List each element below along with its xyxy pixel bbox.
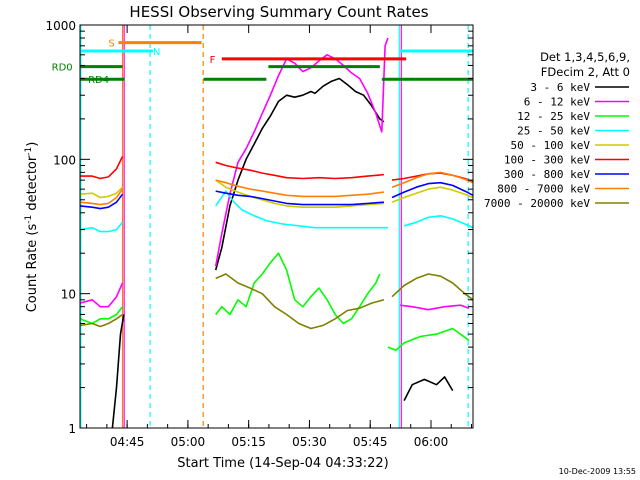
legend-label-7: 800 - 7000 keV — [497, 183, 590, 196]
series-line-7-segment-0 — [79, 188, 124, 206]
x-tick-label-5: 06:00 — [414, 435, 449, 449]
legend-label-8: 7000 - 20000 keV — [484, 197, 590, 210]
series-line-1-segment-0 — [79, 282, 124, 308]
y-tick-label-0: 1 — [68, 422, 76, 436]
series-line-6-segment-2 — [391, 181, 474, 199]
series-line-5-segment-0 — [80, 156, 124, 180]
series-line-1-segment-1 — [214, 37, 389, 267]
series-line-4-segment-0 — [79, 186, 124, 199]
footer-timestamp: 10-Dec-2009 13:55 — [559, 467, 636, 476]
series-line-1-segment-2 — [400, 304, 470, 311]
series-line-6-segment-1 — [215, 190, 384, 206]
flag-bars: S N F RD0 RD4 — [52, 39, 473, 86]
series-line-8-segment-0 — [79, 313, 123, 328]
series-line-7-segment-1 — [215, 179, 385, 198]
y-axis-label: Count Rate (s-1 detector-1) — [24, 142, 40, 313]
flag-label-n: N — [153, 47, 160, 58]
plot-area — [79, 25, 474, 429]
series-line-3-segment-1 — [215, 190, 388, 229]
x-tick-label-0: 04:45 — [110, 435, 145, 449]
series-line-5-segment-1 — [215, 161, 384, 180]
legend-label-0: 3 - 6 keV — [530, 81, 590, 94]
y-tick-label-3: 1000 — [45, 19, 76, 33]
y-tick-label-2: 100 — [53, 153, 76, 167]
series-line-8-segment-1 — [215, 273, 385, 330]
series-line-6-segment-0 — [79, 193, 124, 210]
x-tick-label-4: 05:45 — [353, 435, 388, 449]
series-line-4-segment-2 — [391, 186, 474, 203]
x-axis-label: Start Time (14-Sep-04 04:33:22) — [177, 456, 388, 471]
legend-header-line-1: Det 1,3,4,5,6,9, — [540, 50, 630, 64]
series-line-2-segment-1 — [215, 252, 381, 325]
legend-label-4: 50 - 100 keV — [511, 139, 591, 152]
x-tick-label-2: 05:15 — [231, 435, 266, 449]
legend-label-2: 12 - 25 keV — [517, 110, 590, 123]
series-line-2-segment-2 — [387, 327, 470, 351]
series-line-8-segment-2 — [391, 273, 474, 301]
series-line-0-segment-2 — [403, 376, 454, 401]
x-tick-label-1: 05:00 — [171, 435, 206, 449]
series-line-2-segment-0 — [79, 306, 124, 325]
series-line-0-segment-1 — [214, 77, 385, 271]
x-axis: 04:45 05:00 05:15 05:30 05:45 06:00 — [86, 25, 473, 449]
legend-label-5: 100 - 300 keV — [504, 154, 590, 167]
x-tick-label-3: 05:30 — [292, 435, 327, 449]
flag-label-rd4: RD4 — [88, 75, 109, 86]
series-line-3-segment-0 — [79, 221, 124, 233]
y-tick-label-1: 10 — [61, 288, 76, 302]
flag-label-s: S — [108, 39, 114, 50]
y-axis: 1 10 100 1000 — [45, 19, 473, 436]
series-line-4-segment-1 — [215, 179, 384, 208]
series-line-3-segment-2 — [403, 215, 474, 229]
legend-label-6: 300 - 800 keV — [504, 168, 590, 181]
legend-label-1: 6 - 12 keV — [524, 96, 591, 109]
legend-label-3: 25 - 50 keV — [517, 125, 590, 138]
series-line-7-segment-2 — [391, 171, 474, 188]
plot-frame — [79, 24, 474, 429]
legend: Det 1,3,4,5,6,9, FDecim 2, Att 0 3 - 6 k… — [484, 50, 630, 210]
series-line-0-segment-0 — [111, 314, 125, 429]
chart-title: HESSI Observing Summary Count Rates — [129, 3, 428, 21]
legend-header-line-2: FDecim 2, Att 0 — [541, 65, 630, 79]
flag-label-rd0: RD0 — [52, 63, 73, 74]
flag-label-f: F — [210, 55, 216, 66]
